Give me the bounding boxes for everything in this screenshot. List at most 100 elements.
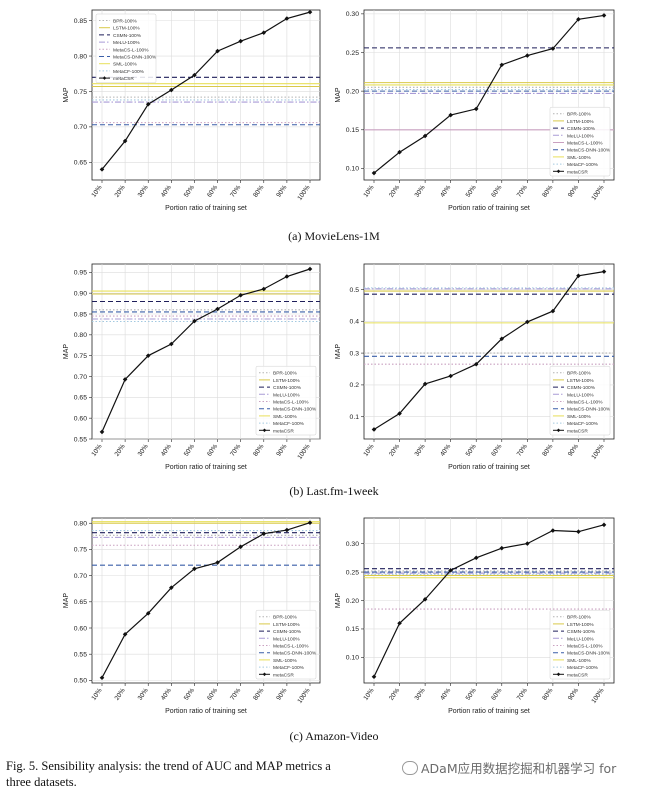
x-tick-label: 90% — [275, 184, 288, 199]
y-axis-label: MAP — [63, 344, 70, 360]
legend-label: MetaCS-L-100% — [113, 47, 149, 53]
legend-label: CSMN-100% — [567, 385, 596, 391]
x-tick-label: 70% — [229, 687, 242, 702]
x-axis-label: Portion ratio of training set — [165, 464, 247, 471]
x-tick-label: 10% — [90, 184, 103, 199]
legend-label: SML-100% — [273, 658, 297, 664]
y-axis-label: MAP — [63, 87, 70, 103]
legend: BPR-100%LSTM-100%CSMN-100%MeLU-100%MetaC… — [255, 609, 317, 680]
chart-panel-1: 10% 20% 30% 40% 50% 60% 70% 80% 90% 100% 0.65 0.70 0… — [63, 9, 321, 212]
x-tick-label: 80% — [541, 443, 554, 458]
chart-panel-4: 10% 20% 30% 40% 50% 60% 70% 80% 90% 100% 0.1 0.2 0.3… — [335, 263, 615, 471]
data-point — [215, 306, 220, 312]
data-point — [448, 568, 453, 573]
data-point — [122, 631, 128, 637]
data-point — [145, 101, 151, 107]
data-point — [99, 167, 105, 172]
legend-marker — [262, 428, 267, 433]
legend-label: MetaCS-DNN-100% — [567, 407, 611, 413]
x-tick-label: 20% — [388, 687, 401, 702]
y-tick-label: 0.80 — [74, 332, 87, 339]
x-axis-label: Portion ratio of training set — [165, 205, 247, 212]
series-line — [373, 271, 605, 430]
x-tick-label: 60% — [490, 443, 503, 458]
legend-label: metaCSR — [567, 428, 588, 434]
legend-label: SML-100% — [273, 414, 297, 420]
legend-label: MeLU-100% — [567, 636, 594, 642]
y-tick-label: 0.60 — [74, 415, 87, 422]
data-point — [422, 133, 428, 139]
legend-label: SML-100% — [567, 658, 591, 664]
legend-label: MetaCF-100% — [273, 665, 305, 671]
data-point — [576, 16, 581, 22]
x-tick-label: 70% — [229, 443, 242, 458]
x-tick-label: 90% — [567, 184, 580, 199]
data-point — [473, 361, 479, 367]
legend-label: metaCSR — [273, 672, 294, 678]
legend-marker — [556, 169, 561, 174]
y-axis-label: MAP — [63, 593, 70, 609]
legend-label: LSTM-100% — [567, 119, 594, 125]
legend-label: LSTM-100% — [113, 26, 140, 32]
chart-panel-3: 10% 20% 30% 40% 50% 60% 70% 80% 90% 100% 0.55 0.60 0… — [63, 263, 321, 471]
data-point — [192, 318, 197, 324]
legend-box — [549, 106, 611, 177]
x-tick-label: 90% — [567, 443, 580, 458]
legend-label: MeLU-100% — [113, 40, 140, 46]
x-tick-label: 80% — [541, 184, 554, 199]
data-point — [261, 286, 267, 292]
legend-marker — [556, 428, 561, 433]
legend-label: BPR-100% — [567, 615, 591, 621]
y-tick-label: 0.80 — [74, 53, 87, 60]
x-tick-label: 10% — [90, 443, 103, 458]
watermark-text: ADaM应用数据挖掘和机器学习 for — [421, 761, 617, 776]
x-tick-label: 80% — [252, 687, 265, 702]
x-axis-label: Portion ratio of training set — [448, 205, 530, 212]
legend-box — [95, 13, 157, 84]
y-tick-label: 0.65 — [74, 599, 87, 606]
legend-label: CSMN-100% — [567, 629, 596, 635]
y-tick-label: 0.30 — [346, 11, 359, 18]
legend-label: BPR-100% — [567, 112, 591, 118]
y-tick-label: 0.3 — [350, 350, 360, 357]
y-tick-label: 0.15 — [346, 127, 359, 134]
x-tick-label: 20% — [114, 184, 127, 199]
data-point — [261, 30, 267, 35]
y-tick-label: 0.5 — [350, 287, 360, 294]
x-tick-label: 60% — [490, 184, 503, 199]
data-point — [601, 269, 607, 274]
series-line — [373, 524, 605, 678]
x-tick-label: 50% — [183, 687, 196, 702]
data-point — [169, 341, 174, 347]
series-line — [101, 11, 311, 170]
legend-label: MeLU-100% — [273, 636, 300, 642]
x-tick-label: 60% — [206, 184, 219, 199]
data-point — [122, 138, 128, 144]
legend-label: MeLU-100% — [273, 392, 300, 398]
data-point — [422, 381, 428, 387]
y-tick-label: 0.90 — [74, 290, 87, 297]
legend-box — [255, 609, 317, 680]
x-tick-label: 70% — [229, 184, 242, 199]
data-point — [99, 429, 105, 435]
legend-label: MetaCS-DNN-100% — [567, 651, 611, 657]
charts-canvas: 10% 20% 30% 40% 50% 60% 70% 80% 90% 100% 0.65 0.70 0… — [63, 9, 615, 715]
x-tick-label: 30% — [137, 184, 150, 199]
x-tick-label: 100% — [296, 443, 311, 461]
x-tick-label: 40% — [439, 687, 452, 702]
data-point — [99, 675, 105, 681]
x-tick-label: 20% — [114, 443, 127, 458]
legend-box — [549, 609, 611, 680]
legend-label: MeLU-100% — [567, 133, 594, 139]
x-tick-label: 90% — [567, 687, 580, 702]
data-point — [215, 48, 220, 54]
legend-label: MetaCS-DNN-100% — [273, 407, 317, 413]
legend: BPR-100%LSTM-100%CSMN-100%MeLU-100%MetaC… — [95, 13, 157, 84]
data-point — [397, 620, 402, 626]
y-tick-label: 0.20 — [346, 88, 359, 95]
chat-bubble-icon — [402, 761, 418, 775]
legend-box — [255, 365, 317, 436]
data-point — [307, 520, 313, 526]
legend-label: MetaCS-L-100% — [567, 644, 603, 650]
